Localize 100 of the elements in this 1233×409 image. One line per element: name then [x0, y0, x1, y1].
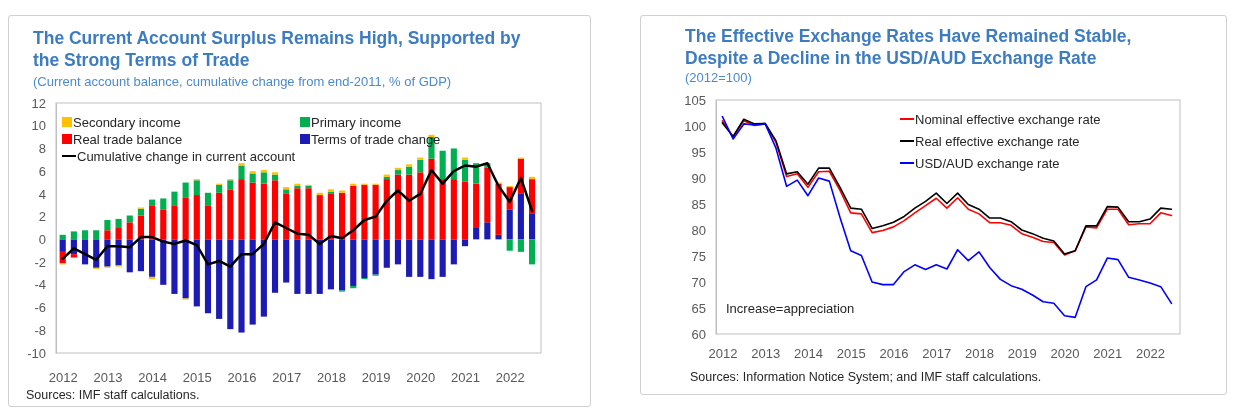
- y-tick-label: 105: [684, 92, 706, 108]
- y-tick-label: -10: [27, 345, 46, 361]
- bar: [339, 192, 346, 240]
- bar: [417, 159, 424, 173]
- y-tick-label: 85: [691, 196, 706, 212]
- x-tick-label: 2012: [48, 370, 78, 386]
- y-tick-label: 60: [691, 326, 706, 342]
- bar: [227, 189, 234, 240]
- bar: [484, 167, 491, 223]
- bar: [70, 231, 77, 240]
- bar: [104, 230, 111, 240]
- bar: [350, 239, 357, 286]
- bar: [394, 174, 402, 240]
- bar: [149, 205, 156, 240]
- legend-label: Nominal effective exchange rate: [915, 111, 1101, 127]
- bar: [182, 197, 189, 240]
- bar: [473, 228, 480, 240]
- y-tick-label: 0: [38, 232, 46, 248]
- legend-label: Cumulative change in current account: [77, 148, 296, 164]
- x-tick-label: 2019: [1007, 346, 1037, 362]
- bar: [439, 150, 446, 180]
- bar: [428, 239, 435, 280]
- bar: [271, 172, 279, 175]
- x-tick-label: 2015: [182, 370, 212, 386]
- legend-label: Real effective exchange rate: [915, 133, 1080, 149]
- bar: [70, 254, 77, 258]
- bar: [271, 180, 279, 240]
- bar: [528, 213, 536, 240]
- bar: [528, 239, 536, 265]
- bar: [137, 239, 144, 272]
- chart-title: The Effective Exchange Rates Have Remained Stable, Despite a Decline in the USD/AUD Exchange Rate: [685, 25, 1133, 69]
- x-tick-label: 2022: [1136, 346, 1166, 362]
- bar: [249, 182, 256, 240]
- y-tick-label: 6: [38, 163, 46, 179]
- bar: [394, 239, 402, 265]
- x-tick-label: 2016: [879, 346, 909, 362]
- x-tick-label: 2014: [138, 370, 168, 386]
- y-tick-label: 10: [31, 118, 46, 134]
- bar: [193, 195, 200, 240]
- line-series: [721, 115, 1173, 319]
- y-tick-label: 65: [691, 300, 706, 316]
- bar: [283, 239, 290, 283]
- bar: [115, 228, 122, 240]
- bar: [439, 179, 446, 240]
- bar: [361, 184, 368, 240]
- bar: [216, 192, 223, 240]
- x-tick-label: 2017: [272, 370, 302, 386]
- y-tick-label: -8: [34, 322, 46, 338]
- x-tick-label: 2013: [93, 370, 123, 386]
- annotation: Increase=appreciation: [726, 301, 855, 316]
- bar: [294, 239, 301, 294]
- y-tick-label: 12: [31, 95, 46, 111]
- bar: [216, 184, 223, 193]
- bar: [506, 209, 513, 240]
- bar: [372, 184, 379, 240]
- bar: [417, 239, 424, 277]
- chart-title: The Current Account Surplus Remains High, Supported by the Strong Terms of Trade: [33, 27, 521, 71]
- y-tick-label: 4: [38, 186, 46, 202]
- bar: [517, 239, 524, 252]
- bar: [115, 239, 122, 266]
- y-tick-label: -4: [34, 277, 46, 293]
- x-tick-label: 2014: [793, 346, 823, 362]
- chart-subtitle: (Current account balance, cumulative change from end-2011, % of GDP): [33, 74, 452, 89]
- source-note: Sources: IMF staff calculations.: [26, 388, 200, 402]
- bar: [193, 239, 200, 307]
- x-tick-label: 2012: [708, 346, 738, 362]
- x-tick-label: 2021: [1093, 346, 1123, 362]
- bar: [249, 239, 256, 325]
- bar: [227, 239, 234, 330]
- bar: [160, 198, 167, 210]
- bar: [461, 239, 469, 247]
- bar: [316, 239, 323, 294]
- y-tick-label: 75: [691, 248, 706, 264]
- legend-label: Secondary income: [73, 114, 181, 130]
- bar: [238, 165, 245, 180]
- bar: [238, 239, 245, 333]
- y-tick-label: 8: [38, 141, 46, 157]
- bar: [316, 195, 323, 240]
- x-tick-label: 2017: [922, 346, 952, 362]
- bar: [249, 173, 256, 183]
- bar: [227, 180, 234, 190]
- bar: [104, 220, 111, 231]
- x-tick-label: 2020: [406, 370, 436, 386]
- bar: [204, 205, 212, 240]
- bar: [59, 239, 66, 252]
- bar: [506, 239, 513, 251]
- bar: [495, 234, 502, 240]
- y-tick-label: 90: [691, 170, 706, 186]
- bar: [93, 230, 100, 240]
- bar: [417, 172, 424, 240]
- bar: [339, 239, 346, 291]
- bar: [406, 239, 413, 277]
- bar: [283, 189, 290, 194]
- bar: [350, 185, 357, 240]
- bar: [428, 158, 435, 240]
- y-tick-label: 100: [684, 118, 706, 134]
- x-tick-label: 2019: [361, 370, 391, 386]
- bar: [260, 239, 267, 317]
- bar: [204, 239, 212, 314]
- bar: [372, 239, 379, 275]
